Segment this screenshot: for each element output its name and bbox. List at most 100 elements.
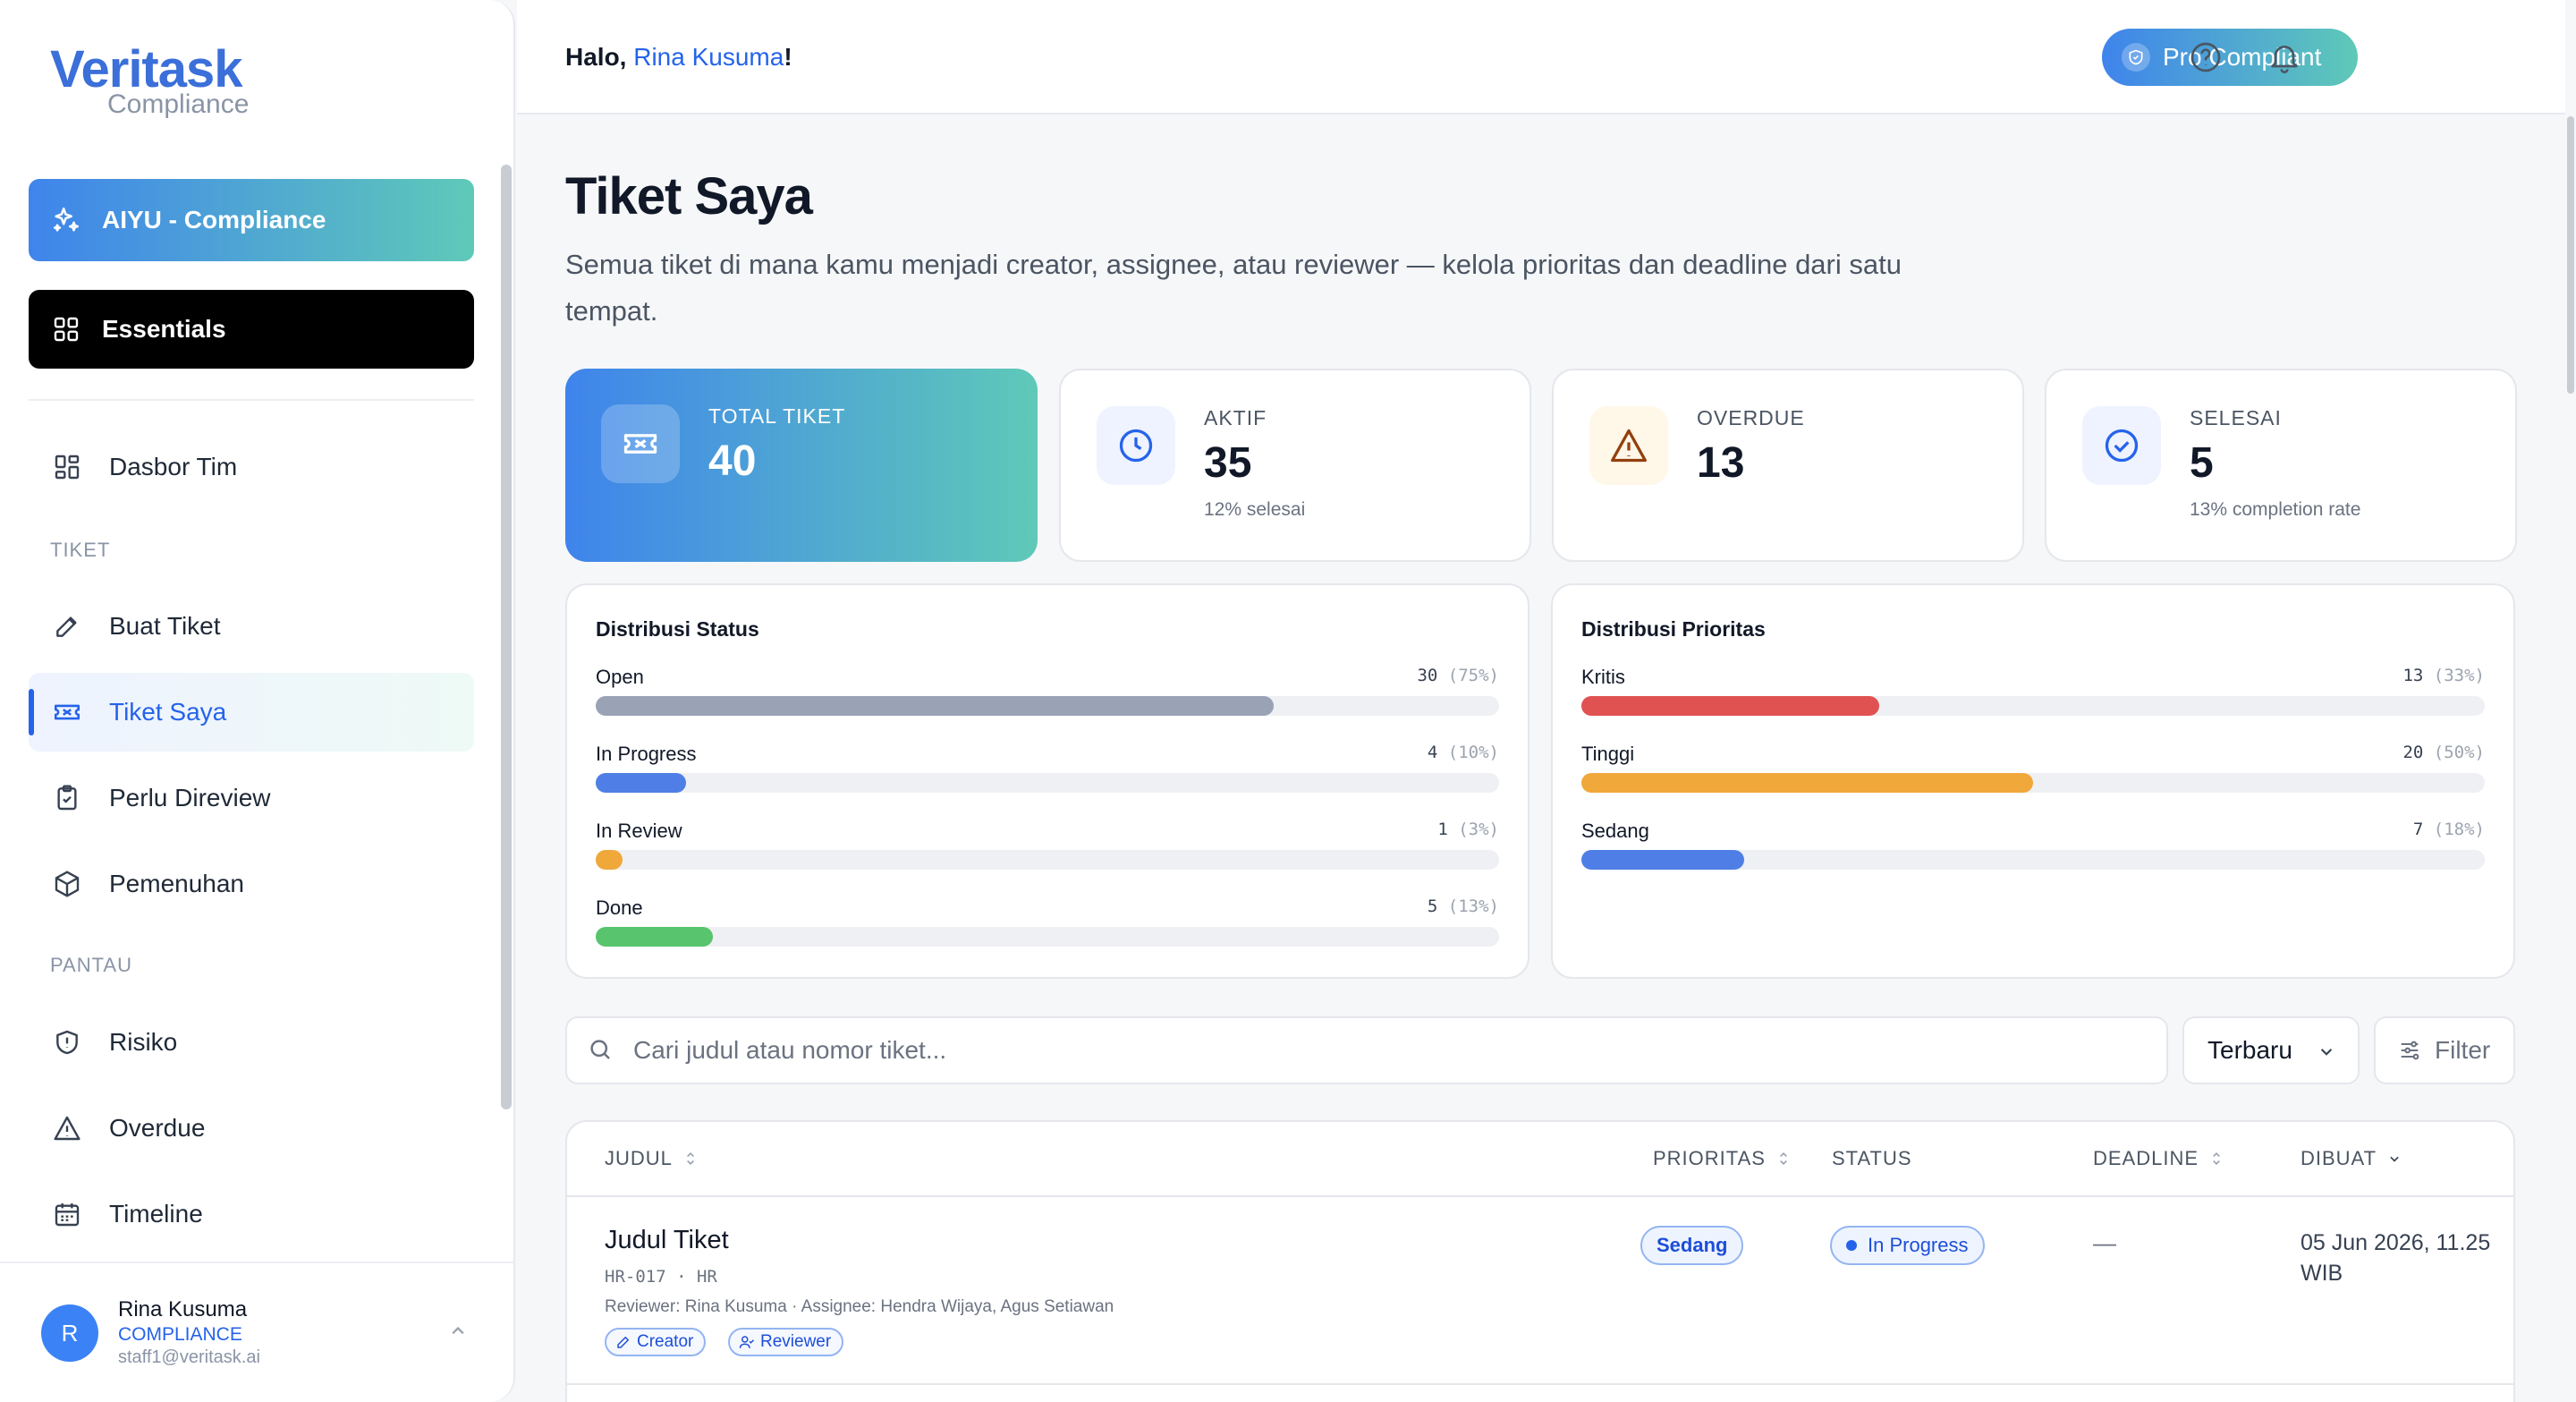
stat-value: 5 bbox=[2190, 439, 2214, 487]
row-divider bbox=[567, 1383, 2513, 1385]
search-icon bbox=[587, 1036, 615, 1065]
user-role: COMPLIANCE bbox=[118, 1324, 242, 1345]
sparkle-icon bbox=[50, 204, 82, 236]
tickets-table: JUDUL PRIORITAS STATUS DEADLINE DIBUAT J… bbox=[565, 1120, 2515, 1402]
chevron-down-icon bbox=[2385, 1150, 2403, 1168]
role-tag-reviewer: Reviewer bbox=[728, 1328, 844, 1356]
chevron-down-icon bbox=[2315, 1040, 2338, 1063]
ticket-title[interactable]: Judul Tiket bbox=[605, 1226, 729, 1254]
bar-label: Done bbox=[596, 896, 643, 919]
section-tiket-heading: TIKET bbox=[50, 539, 111, 561]
sidebar-item-pemenuhan[interactable]: Pemenuhan bbox=[29, 845, 474, 923]
header-divider bbox=[567, 1195, 2513, 1197]
user-profile[interactable]: R Rina Kusuma COMPLIANCE staff1@veritask… bbox=[41, 1297, 488, 1378]
sort-icon bbox=[2207, 1150, 2225, 1168]
sidebar-item-risiko[interactable]: Risiko bbox=[29, 1003, 474, 1082]
aiyu-compliance-button[interactable]: AIYU - Compliance bbox=[29, 179, 474, 261]
sidebar-item-tiket-saya[interactable]: Tiket Saya bbox=[29, 673, 474, 752]
clock-icon bbox=[1097, 406, 1175, 485]
bar-row-done: Done 5 (13%) bbox=[596, 896, 1499, 959]
search-input[interactable] bbox=[633, 1036, 2064, 1065]
bar-track bbox=[596, 696, 1499, 716]
sidebar-item-label: Buat Tiket bbox=[109, 612, 221, 640]
stat-label: TOTAL TIKET bbox=[708, 404, 846, 428]
logo-main-text: Veritask bbox=[50, 40, 243, 98]
bar-row-sedang: Sedang 7 (18%) bbox=[1581, 820, 2485, 882]
bar-track bbox=[596, 850, 1499, 870]
stat-value: 13 bbox=[1697, 439, 1745, 487]
sidebar-item-label: Dasbor Tim bbox=[109, 453, 238, 480]
sidebar: Veritask Compliance AIYU - Compliance Es… bbox=[0, 0, 515, 1402]
check-circle-icon bbox=[2082, 406, 2161, 485]
search-box[interactable] bbox=[565, 1016, 2168, 1084]
filter-button[interactable]: Filter bbox=[2374, 1016, 2515, 1084]
sidebar-item-overdue[interactable]: Overdue bbox=[29, 1089, 474, 1168]
sidebar-footer-divider bbox=[0, 1262, 513, 1263]
sliders-icon bbox=[2397, 1038, 2422, 1063]
column-header-judul[interactable]: JUDUL bbox=[605, 1147, 699, 1170]
dashboard-icon bbox=[50, 450, 84, 484]
bell-icon[interactable] bbox=[2267, 39, 2302, 75]
stat-value: 35 bbox=[1204, 439, 1252, 487]
plan-badge[interactable]: Pro Compliant bbox=[2102, 29, 2358, 86]
greeting-user-name[interactable]: Rina Kusuma bbox=[633, 43, 784, 71]
sidebar-item-label: Overdue bbox=[109, 1114, 206, 1142]
sidebar-item-dasbor-tim[interactable]: Dasbor Tim bbox=[29, 428, 474, 506]
essentials-button[interactable]: Essentials bbox=[29, 290, 474, 369]
bar-count: 30 (75%) bbox=[1417, 666, 1499, 685]
sidebar-item-perlu-direview[interactable]: Perlu Direview bbox=[29, 759, 474, 837]
sidebar-divider bbox=[29, 399, 474, 401]
chevron-up-icon[interactable] bbox=[445, 1319, 470, 1344]
bar-track bbox=[596, 773, 1499, 793]
page-scrollbar[interactable] bbox=[2565, 0, 2576, 1402]
sort-selected-value: Terbaru bbox=[2207, 1036, 2292, 1064]
bar-track bbox=[596, 927, 1499, 947]
column-header-deadline[interactable]: DEADLINE bbox=[2093, 1147, 2225, 1170]
essentials-label: Essentials bbox=[102, 315, 226, 343]
priority-distribution-panel: Distribusi Prioritas Kritis 13 (33%) Tingg… bbox=[1551, 583, 2515, 979]
help-icon[interactable] bbox=[2188, 39, 2224, 75]
stat-label: OVERDUE bbox=[1697, 406, 1805, 429]
bar-fill bbox=[1581, 850, 1744, 870]
sidebar-item-label: Risiko bbox=[109, 1028, 178, 1056]
stat-card-total[interactable]: TOTAL TIKET 40 bbox=[565, 369, 1038, 562]
bar-label: Kritis bbox=[1581, 666, 1625, 688]
filter-label: Filter bbox=[2435, 1036, 2491, 1064]
sidebar-item-buat-tiket[interactable]: Buat Tiket bbox=[29, 587, 474, 666]
sidebar-item-timeline[interactable]: Timeline bbox=[29, 1175, 474, 1253]
status-dot-icon bbox=[1846, 1240, 1857, 1251]
role-tag-creator: Creator bbox=[605, 1328, 707, 1356]
stat-card-aktif[interactable]: AKTIF 35 12% selesai bbox=[1059, 369, 1531, 562]
ticket-people: Reviewer: Rina Kusuma · Assignee: Hendra… bbox=[605, 1297, 1114, 1316]
bar-row-tinggi: Tinggi 20 (50%) bbox=[1581, 743, 2485, 805]
sort-select[interactable]: Terbaru bbox=[2182, 1016, 2360, 1084]
box-icon bbox=[50, 867, 84, 901]
user-check-icon bbox=[739, 1334, 755, 1350]
veritask-logo[interactable]: Veritask Compliance bbox=[50, 39, 283, 120]
page-scrollbar-thumb[interactable] bbox=[2567, 116, 2574, 394]
pencil-icon bbox=[50, 609, 84, 643]
bar-count: 13 (33%) bbox=[2402, 666, 2485, 685]
sidebar-item-label: Timeline bbox=[109, 1200, 203, 1228]
column-header-dibuat[interactable]: DIBUAT bbox=[2301, 1147, 2403, 1170]
bar-row-in-progress: In Progress 4 (10%) bbox=[596, 743, 1499, 805]
pencil-icon bbox=[615, 1334, 631, 1350]
ticket-created: 05 Jun 2026, 11.25 WIB bbox=[2301, 1230, 2491, 1286]
status-badge: In Progress bbox=[1830, 1226, 1985, 1265]
bar-fill bbox=[1581, 696, 1880, 716]
sidebar-scrollbar[interactable] bbox=[501, 165, 512, 1109]
ticket-code: HR-017 · HR bbox=[605, 1267, 717, 1287]
clipboard-check-icon bbox=[50, 781, 84, 815]
avatar: R bbox=[41, 1304, 98, 1362]
aiyu-label: AIYU - Compliance bbox=[102, 206, 326, 234]
stat-value: 40 bbox=[708, 438, 757, 485]
logo-sub-text: Compliance bbox=[107, 89, 250, 119]
sidebar-item-label: Pemenuhan bbox=[109, 870, 245, 897]
stat-card-overdue[interactable]: OVERDUE 13 bbox=[1552, 369, 2024, 562]
bar-fill bbox=[596, 927, 714, 947]
bar-label: Tinggi bbox=[1581, 743, 1635, 765]
column-header-prioritas[interactable]: PRIORITAS bbox=[1653, 1147, 1792, 1170]
priority-badge: Sedang bbox=[1640, 1226, 1744, 1265]
stat-card-selesai[interactable]: SELESAI 5 13% completion rate bbox=[2045, 369, 2517, 562]
column-header-status: STATUS bbox=[1832, 1147, 1912, 1169]
